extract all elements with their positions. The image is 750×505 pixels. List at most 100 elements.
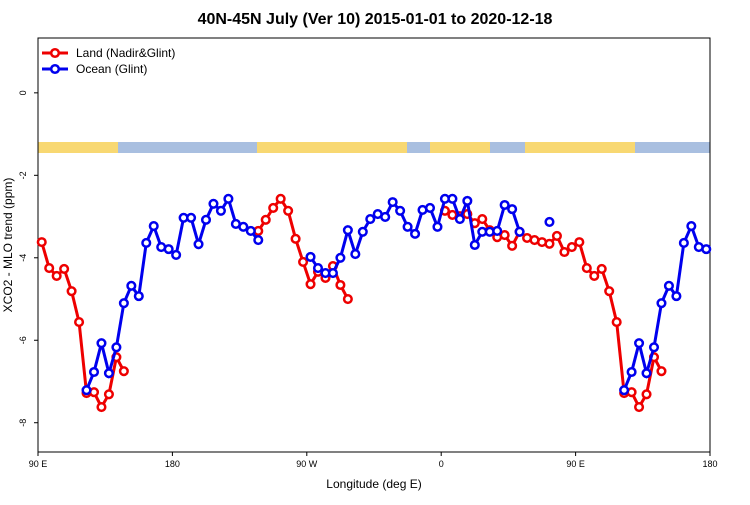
data-point [656, 366, 667, 377]
data-point [44, 263, 55, 274]
y-tick-label: -4 [18, 254, 28, 262]
x-tick-label: 180 [165, 459, 180, 469]
data-point [544, 238, 555, 249]
data-point [74, 317, 85, 328]
data-point [88, 366, 100, 378]
data-point [581, 263, 592, 274]
data-point [454, 213, 465, 225]
data-point [275, 193, 286, 204]
legend-label: Land (Nadir&Glint) [76, 46, 175, 60]
data-point [133, 291, 144, 302]
y-tick-label: 0 [18, 90, 28, 95]
data-point [574, 237, 585, 248]
series-line [85, 195, 707, 391]
data-point [342, 293, 353, 305]
data-point [208, 198, 219, 209]
y-axis-label: XCO2 - MLO trend (ppm) [1, 178, 15, 313]
data-point [96, 402, 107, 413]
data-point [387, 197, 398, 208]
data-point [298, 256, 309, 267]
data-point [327, 267, 338, 279]
data-point [342, 225, 353, 236]
land-mask-strip [38, 142, 710, 153]
data-point [648, 342, 660, 353]
data-point [656, 298, 667, 309]
data-point [335, 252, 346, 263]
data-point [215, 205, 226, 216]
data-point [641, 368, 652, 379]
data-point [96, 338, 107, 349]
x-tick-label: 0 [439, 459, 444, 469]
data-point [141, 237, 152, 248]
data-point [200, 214, 212, 225]
data-point [432, 221, 443, 232]
data-point [596, 263, 607, 274]
data-point [544, 216, 555, 227]
data-point [701, 244, 712, 255]
data-point [335, 279, 346, 291]
chart-title: 40N-45N July (Ver 10) 2015-01-01 to 2020… [198, 11, 553, 28]
data-point [619, 385, 630, 396]
data-point [171, 249, 182, 260]
data-point [312, 263, 324, 274]
plot-frame [37, 37, 711, 453]
y-tick-label: -6 [18, 336, 28, 344]
x-tick-label: 90 E [29, 459, 48, 469]
data-point [447, 193, 458, 204]
x-tick-label: 180 [702, 459, 717, 469]
y-tick-label: -8 [18, 419, 28, 427]
data-point [260, 214, 271, 225]
data-point [402, 221, 413, 232]
data-point [290, 233, 301, 244]
data-point [634, 402, 645, 413]
data-point [253, 235, 264, 246]
data-point [604, 286, 615, 297]
data-point [395, 205, 406, 216]
data-point [51, 270, 62, 281]
x-tick-label: 90 E [566, 459, 585, 469]
data-point [410, 228, 421, 239]
legend-marker [49, 47, 61, 59]
data-point [186, 212, 197, 223]
data-point [678, 237, 689, 248]
data-point [238, 221, 249, 232]
data-point [424, 202, 436, 213]
data-point [365, 213, 376, 225]
data-point [193, 239, 204, 250]
data-point [148, 220, 159, 232]
x-tick-label: 90 W [296, 459, 318, 469]
data-point [59, 263, 70, 274]
data-point [477, 213, 488, 225]
data-point [36, 237, 47, 248]
data-point [81, 385, 92, 396]
data-point [589, 270, 600, 281]
data-point [686, 220, 697, 232]
data-point [380, 211, 391, 223]
data-point [103, 368, 114, 379]
data-point [111, 342, 122, 353]
data-point [551, 230, 562, 241]
data-point [469, 239, 480, 251]
data-point [559, 246, 570, 258]
data-point [507, 240, 518, 251]
data-point [357, 226, 368, 237]
data-point [507, 204, 518, 215]
data-point [163, 244, 174, 255]
data-point [126, 280, 137, 291]
data-point [611, 317, 622, 328]
data-point [462, 195, 473, 206]
data-point [663, 280, 674, 291]
data-point [283, 205, 294, 216]
data-point [514, 226, 525, 237]
data-point [634, 338, 645, 349]
data-point [492, 225, 503, 237]
data-point [566, 242, 577, 253]
x-axis-label: Longitude (deg E) [326, 477, 421, 491]
data-point [305, 251, 316, 263]
data-point [350, 249, 361, 260]
data-point [305, 279, 316, 290]
data-point [641, 389, 652, 400]
data-point [268, 202, 279, 213]
data-point [626, 366, 637, 378]
